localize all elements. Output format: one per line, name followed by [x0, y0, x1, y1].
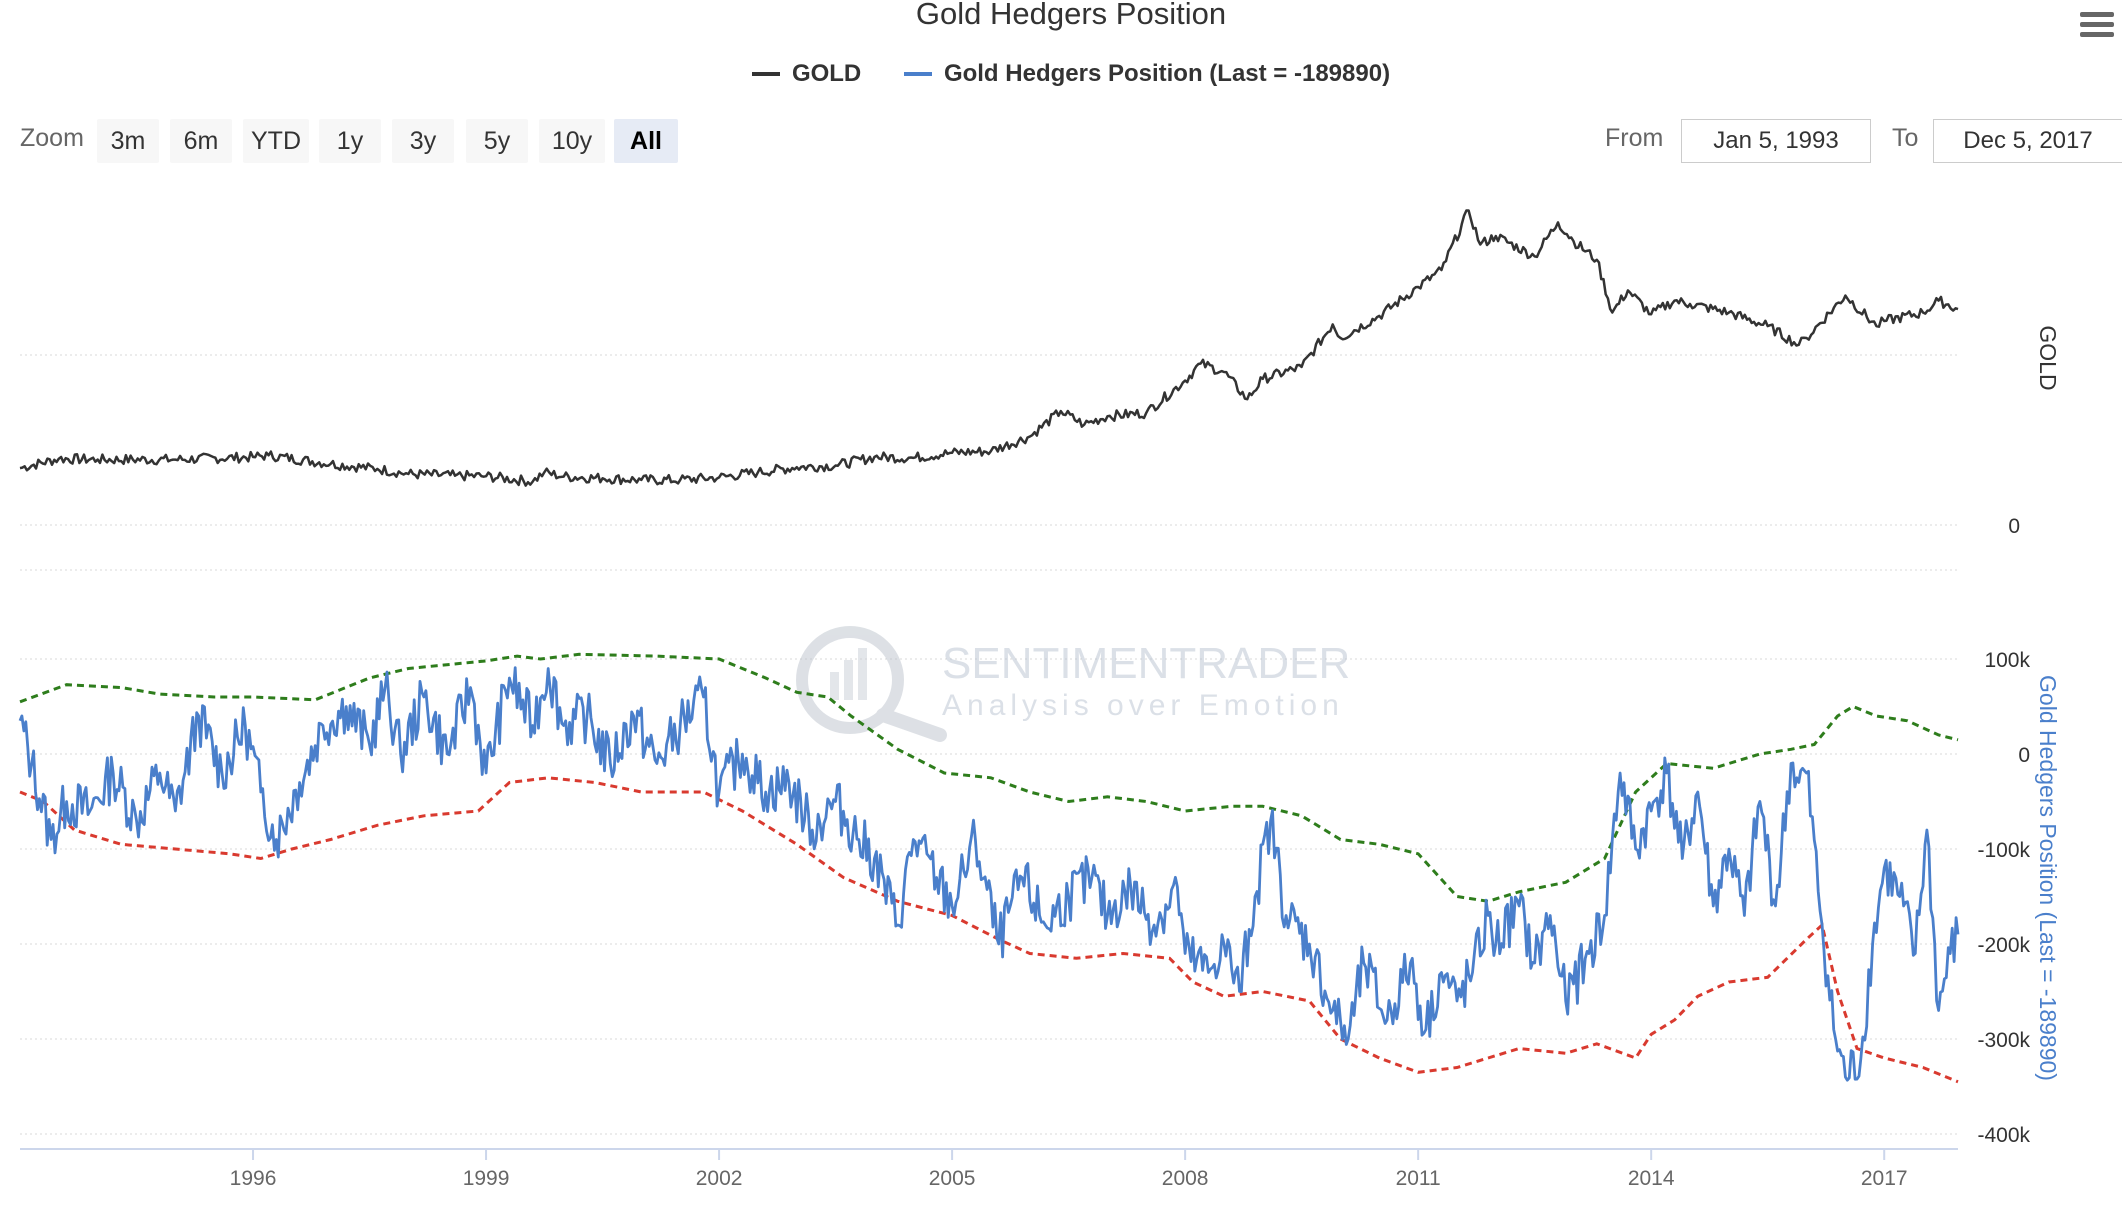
gold-axis-title: GOLD — [2035, 325, 2061, 390]
gold-y-tick-label: 0 — [2008, 515, 2020, 538]
legend-swatch-gold — [751, 72, 780, 76]
x-tick-label: 1996 — [230, 1167, 277, 1190]
sentimentrader-watermark: SENTIMENTRADER Analysis over Emotion — [796, 626, 1350, 742]
zoom-button-5y[interactable]: 5y — [466, 119, 528, 163]
x-tick-label: 2017 — [1861, 1167, 1908, 1190]
from-label: From — [1605, 124, 1664, 152]
legend-item-gold[interactable]: GOLD — [751, 60, 862, 88]
hedgers-axis-title: Gold Hedgers Position (Last = -189890) — [2035, 675, 2061, 1081]
zoom-button-1y[interactable]: 1y — [319, 119, 381, 163]
zoom-button-3y[interactable]: 3y — [392, 119, 454, 163]
hedgers-y-tick-label: 100k — [1984, 649, 2030, 672]
zoom-button-all[interactable]: All — [614, 119, 678, 163]
x-tick-label: 2002 — [696, 1167, 743, 1190]
lower-band-line — [19, 776, 1959, 1084]
hedgers-y-tick-label: -100k — [1977, 839, 2030, 862]
legend-label-hedgers: Gold Hedgers Position (Last = -189890) — [943, 60, 1391, 87]
hedgers-series-line — [18, 666, 1960, 1082]
zoom-button-3m[interactable]: 3m — [97, 119, 159, 163]
x-tick-label: 1999 — [463, 1167, 510, 1190]
to-date-input[interactable] — [1933, 119, 2122, 163]
x-tick-label: 2011 — [1396, 1167, 1441, 1190]
chart-title: Gold Hedgers Position — [915, 0, 1227, 31]
hedgers-y-tick-label: -300k — [1977, 1029, 2030, 1052]
x-tick-label: 2005 — [929, 1167, 976, 1190]
zoom-button-ytd[interactable]: YTD — [243, 119, 309, 163]
x-tick-label: 2014 — [1628, 1167, 1675, 1190]
from-date-input[interactable] — [1681, 119, 1871, 163]
to-label: To — [1892, 124, 1919, 152]
watermark-brand: SENTIMENTRADER — [942, 639, 1350, 688]
x-tick-label: 2008 — [1162, 1167, 1209, 1190]
legend-item-hedgers[interactable]: Gold Hedgers Position (Last = -189890) — [903, 60, 1391, 88]
legend-label-gold: GOLD — [791, 60, 862, 87]
upper-band-line — [19, 652, 1959, 903]
hamburger-menu-icon[interactable] — [2080, 12, 2114, 42]
hedgers-y-tick-label: -200k — [1977, 934, 2030, 957]
hedgers-y-tick-label: 0 — [2018, 744, 2030, 767]
hedgers-y-tick-label: -400k — [1977, 1124, 2030, 1147]
legend-swatch-hedgers — [903, 72, 932, 76]
zoom-label: Zoom — [20, 124, 84, 152]
watermark-tagline: Analysis over Emotion — [942, 689, 1344, 722]
zoom-button-6m[interactable]: 6m — [170, 119, 232, 163]
gold-series-line — [19, 209, 1959, 487]
zoom-button-10y[interactable]: 10y — [539, 119, 605, 163]
legend: GOLD Gold Hedgers Position (Last = -1898… — [0, 55, 2122, 88]
